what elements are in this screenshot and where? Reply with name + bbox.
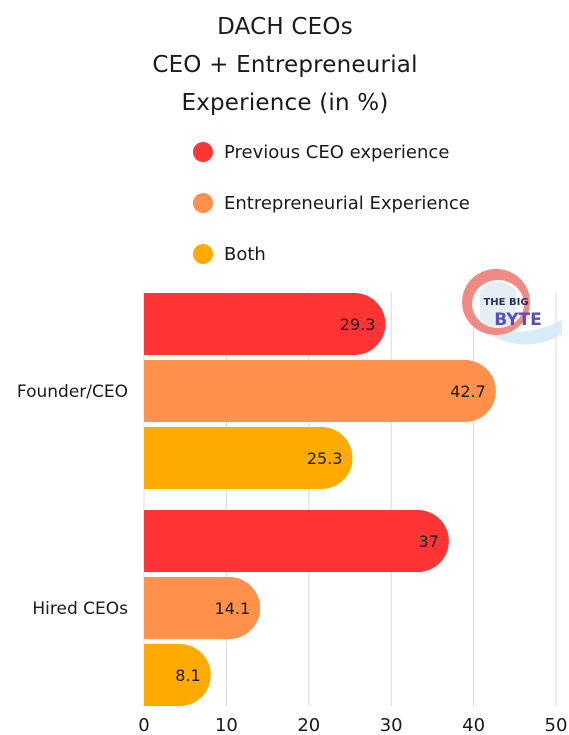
legend-item-both: Both [193, 239, 470, 269]
bar [144, 577, 261, 639]
legend-item-entrepreneurial: Entrepreneurial Experience [193, 188, 470, 218]
data-label: 14.1 [215, 599, 251, 618]
data-label: 25.3 [307, 449, 343, 468]
logo-text-the-big: THE BIG [483, 297, 528, 308]
title-line-1: DACH CEOs [217, 14, 353, 40]
x-tick-label: 0 [138, 715, 149, 735]
legend-swatch-previous-ceo [193, 142, 213, 162]
bar [144, 510, 449, 572]
chart-title: DACH CEOs CEO + Entrepreneurial Experien… [40, 8, 530, 122]
legend-item-previous-ceo: Previous CEO experience [193, 137, 470, 167]
data-label: 8.1 [175, 666, 200, 685]
category-label: Hired CEOs [32, 599, 128, 619]
data-label: 42.7 [450, 382, 486, 401]
data-label: 29.3 [340, 315, 376, 334]
x-tick-label: 50 [545, 715, 568, 735]
x-tick-label: 30 [380, 715, 403, 735]
x-tick-label: 10 [215, 715, 238, 735]
bar [144, 427, 353, 489]
the-big-byte-logo: THE BIG BYTE [462, 269, 562, 345]
legend-swatch-both [193, 244, 213, 264]
x-tick-label: 20 [297, 715, 320, 735]
legend-label-both: Both [224, 243, 266, 265]
logo-teeth [480, 282, 516, 327]
category-label: Founder/CEO [17, 382, 128, 402]
legend-swatch-entrepreneurial [193, 193, 213, 213]
data-label: 37 [419, 532, 439, 551]
legend: Previous CEO experience Entrepreneurial … [193, 137, 470, 290]
logo-tongue [488, 320, 562, 345]
legend-label-entrepreneurial: Entrepreneurial Experience [224, 192, 470, 214]
bar [144, 644, 211, 706]
bar [144, 360, 496, 422]
x-tick-label: 40 [462, 715, 485, 735]
bar [144, 293, 386, 355]
logo-text-byte: BYTE [494, 310, 542, 330]
title-line-3: Experience (in %) [181, 90, 389, 116]
title-line-2: CEO + Entrepreneurial [152, 52, 418, 78]
legend-label-previous-ceo: Previous CEO experience [224, 141, 450, 163]
